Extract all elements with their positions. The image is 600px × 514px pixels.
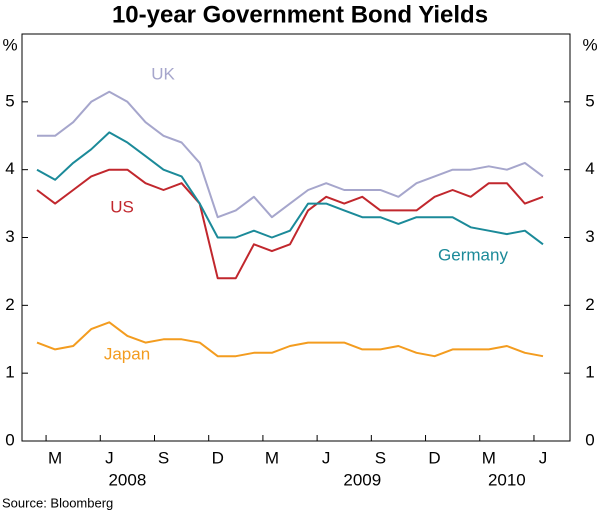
y-tick-label: 2: [5, 295, 14, 314]
year-label: 2008: [108, 470, 146, 489]
y2-tick-label: 2: [585, 295, 594, 314]
y-tick-label: 5: [5, 91, 14, 110]
y2-tick-label: 5: [585, 91, 594, 110]
y-tick-label: 0: [5, 430, 14, 449]
year-label: 2010: [488, 470, 526, 489]
year-label: 2009: [343, 470, 381, 489]
series-label: UK: [151, 64, 175, 83]
series-label: Japan: [104, 344, 150, 363]
x-tick-label: M: [48, 448, 62, 467]
series-line: [36, 168, 544, 280]
x-tick-label: S: [375, 448, 386, 467]
series-line: [36, 131, 544, 246]
x-tick-label: D: [212, 448, 224, 467]
x-tick-label: J: [105, 448, 114, 467]
y-tick-label: 1: [5, 363, 14, 382]
x-tick-label: S: [158, 448, 169, 467]
x-tick-label: D: [428, 448, 440, 467]
y2-tick-label: 0: [585, 430, 594, 449]
y2-tick-label: 1: [585, 363, 594, 382]
y2-tick-label: 3: [585, 227, 594, 246]
x-tick-label: M: [482, 448, 496, 467]
y-unit: %: [2, 35, 17, 54]
series-line: [36, 321, 544, 358]
x-tick-label: M: [265, 448, 279, 467]
y-tick-label: 3: [5, 227, 14, 246]
source: Source: Bloomberg: [2, 495, 113, 510]
y-tick-label: 4: [5, 159, 14, 178]
series-line: [37, 90, 544, 219]
series-label: US: [110, 197, 134, 216]
y-unit: %: [582, 35, 597, 54]
chart-title: 10-year Government Bond Yields: [112, 1, 488, 28]
y2-tick-label: 4: [585, 159, 594, 178]
x-tick-label: J: [539, 448, 548, 467]
x-tick-label: J: [322, 448, 331, 467]
series-label: Germany: [438, 245, 508, 264]
